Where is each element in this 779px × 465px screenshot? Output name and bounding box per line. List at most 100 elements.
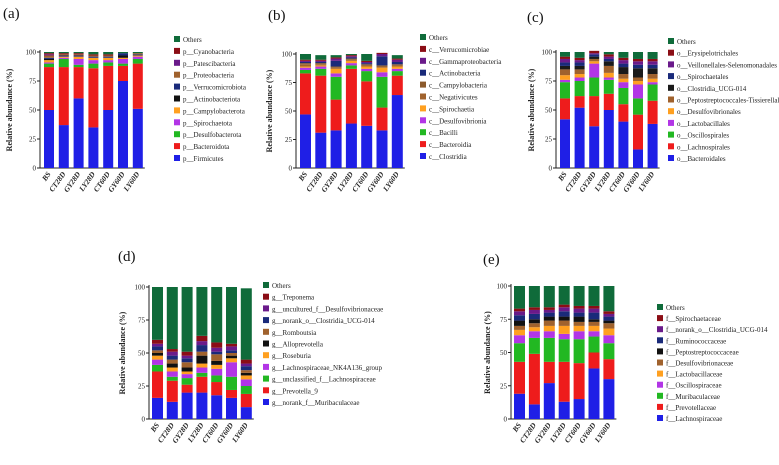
legend-swatch: [657, 304, 663, 310]
bar-segment-p-campylobacterota: [132, 55, 143, 57]
bar-segment-f-ruminococcaceae: [573, 312, 585, 317]
bar-segment-o-lactobacillales: [603, 77, 614, 80]
bar-segment-p-cyanobacteria: [44, 53, 54, 55]
legend-label: o__Oscillospirales: [677, 132, 729, 140]
bar-segment-f-lactobacillaceae: [573, 325, 585, 332]
bar-segment-g-lachnospiraceae-nk4a136-group: [226, 362, 237, 377]
bar-segment-g-treponema: [226, 343, 237, 347]
bar-segment-g-lachnospiraceae-nk4a136-group: [181, 374, 193, 379]
legend-label: c__Actinobacteria: [429, 70, 481, 78]
bar-segment-o-peptostreptococcales-tissierellales: [574, 69, 585, 75]
y-tick-label: 0: [289, 165, 293, 173]
bar-segment-o-peptostreptococcales-tissierellales: [633, 77, 643, 81]
bar-segment-p-desulfobacterota: [73, 64, 84, 68]
bar-segment-o-lachnospirales: [589, 96, 600, 127]
bar-segment-others: [560, 52, 570, 57]
y-tick-label: 50: [500, 349, 508, 357]
bar-segment-g-unclassified-f-lachnospiraceae: [240, 386, 252, 394]
panel-label: (b): [268, 8, 286, 24]
bar-segment-o-veillonellales-selenomonadales: [647, 61, 658, 65]
legend-swatch: [420, 34, 426, 40]
bar-segment-o-bacteroidales: [603, 110, 614, 168]
bar-segment-o-lactobacillales: [618, 82, 629, 88]
legend-swatch: [668, 84, 674, 91]
bar-segment-others: [300, 54, 311, 60]
bar-segment-others: [118, 52, 128, 54]
bar-segment-c-desulfovibrionia: [376, 72, 388, 77]
bar-segment-o-desulfovibrionales: [618, 78, 629, 83]
bar-segment-others: [528, 286, 540, 308]
stacked-bar-CT28D: [574, 52, 585, 168]
y-axis-label: Relative abundance (%): [5, 68, 14, 151]
bar-segment-p-bacteroidota: [44, 67, 54, 110]
bar-segment-others: [73, 52, 84, 54]
bar-segment-others: [543, 286, 555, 308]
y-tick-label: 75: [138, 317, 146, 325]
bar-segment-g-uncultured-f-desulfovibrionaceae: [166, 351, 178, 356]
bar-segment-c-actinobacteria: [361, 63, 373, 65]
y-tick-label: 75: [29, 78, 37, 86]
bar-segment-o-clostridia-ucg-014: [633, 68, 643, 78]
bar-segment-o-spirochaetales: [647, 64, 658, 69]
legend-label: p__Spirochaetota: [183, 119, 233, 127]
bar-segment-c-bacilli: [376, 76, 388, 108]
bar-segment-c-bacilli: [361, 71, 373, 82]
legend-label: f__Lactobacillaceae: [666, 371, 722, 379]
legend-swatch: [668, 38, 674, 44]
bar-segment-g-norank-o-clostridia-ucg-014: [226, 350, 237, 353]
bar-segment-o-bacteroidales: [647, 123, 658, 168]
bar-segment-others: [240, 288, 252, 360]
bar-segment-c-verrucomicrobiae: [330, 57, 342, 59]
bar-segment-f-desulfovibrionaceae: [588, 321, 600, 326]
y-tick-label: 25: [138, 383, 146, 391]
bar-segment-o-bacteroidales: [618, 121, 629, 168]
y-tick-label: 100: [135, 284, 146, 292]
bar-segment-g-norank-f-muribaculaceae: [152, 397, 163, 419]
bar-segment-p-campylobacterota: [88, 57, 99, 61]
bar-segment-c-negativicutes: [315, 64, 327, 66]
bar-segment-o-erysipelotrichales: [574, 57, 585, 61]
bar-segment-p-spirochaetota: [88, 60, 99, 64]
bar-segment-g-lachnospiraceae-nk4a136-group: [211, 368, 223, 376]
y-tick-label: 0: [504, 416, 508, 424]
bar-segment-g-romboutsia: [181, 362, 193, 368]
bar-segment-c-verrucomicrobiae: [391, 58, 403, 60]
legend-swatch: [668, 143, 674, 150]
y-axis-label: Relative abundance (%): [118, 311, 127, 394]
bar-segment-f-spirochaetaceae: [543, 307, 555, 310]
bar-segment-c-desulfovibrionia: [361, 68, 373, 72]
bar-segment-c-gammaproteobacteria: [361, 61, 373, 64]
y-tick-label: 50: [545, 107, 553, 115]
legend: Others o__Erysipelotrichales o__Veillonell…: [668, 38, 779, 163]
bar-segment-c-spirochaetia: [300, 66, 311, 68]
bar-segment-p-campylobacterota: [44, 60, 54, 63]
stacked-bar-GY28D: [73, 52, 84, 168]
stacked-bar-GY60D: [588, 286, 600, 419]
y-tick-label: 0: [33, 165, 37, 173]
bar-segment-c-negativicutes: [391, 65, 403, 67]
legend-label: f__Oscillospiraceae: [666, 382, 722, 390]
bar-segment-f-oscillospiraceae: [558, 333, 570, 340]
bar-segment-o-clostridia-ucg-014: [618, 67, 629, 75]
bar-segment-p-spirochaetota: [44, 62, 54, 64]
y-axis-label: Relative abundance (%): [527, 68, 536, 151]
bar-segment-o-lactobacillales: [589, 63, 600, 78]
legend: Others f__Spirochaetaceae f__norank_o__Clo…: [657, 304, 768, 423]
legend-label: o__Erysipelotrichales: [677, 50, 738, 58]
stacked-bar-CT28D: [528, 286, 540, 419]
legend-label: o__Spirochaetales: [677, 73, 729, 81]
legend-swatch: [657, 370, 663, 377]
legend-label: f__Desulfovibrionaceae: [666, 360, 733, 368]
bar-segment-o-erysipelotrichales: [618, 57, 629, 61]
bar-segment-others: [44, 52, 54, 54]
bar-segment-others: [211, 287, 223, 343]
bar-segment-c-spirochaetia: [361, 66, 373, 69]
bar-segment-p-verrucomicrobiota: [58, 55, 69, 57]
bar-segment-p-actinobacteriota: [44, 58, 54, 61]
bar-segment-o-spirochaetales: [633, 64, 643, 69]
bar-segment-c-verrucomicrobiae: [376, 52, 388, 54]
legend-swatch: [420, 45, 426, 52]
bar-segment-others: [103, 52, 114, 55]
bar-segment-c-desulfovibrionia: [315, 66, 327, 69]
bar-segment-o-lachnospirales: [603, 93, 614, 110]
